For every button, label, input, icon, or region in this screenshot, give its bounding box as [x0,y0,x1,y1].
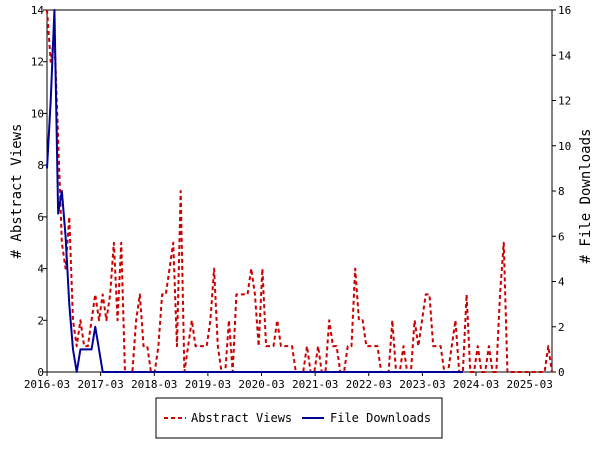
right-y-tick-label: 6 [558,230,565,243]
x-tick-label: 2023-03 [399,378,445,391]
right-y-tick-label: 16 [558,4,571,17]
left-y-tick-label: 14 [31,4,45,17]
right-y-tick-label: 12 [558,95,571,108]
left-y-tick-label: 4 [37,263,44,276]
left-y-tick-label: 10 [31,107,44,120]
x-tick-label: 2019-03 [185,378,231,391]
legend-label-file-downloads: File Downloads [330,411,431,425]
right-y-tick-label: 10 [558,140,571,153]
x-tick-label: 2017-03 [77,378,123,391]
right-y-axis: 0 2 4 6 8 10 12 14 16 [552,4,572,379]
left-y-tick-label: 8 [37,159,44,172]
right-y-tick-label: 8 [558,185,565,198]
right-y-tick-label: 2 [558,321,565,334]
series-line-file-downloads [46,9,463,373]
legend: Abstract Views File Downloads [155,397,443,439]
left-y-tick-label: 2 [37,314,44,327]
left-y-tick-label: 0 [37,366,44,379]
left-y-axis: 0 2 4 6 8 10 12 14 [31,4,47,379]
right-y-tick-label: 0 [558,366,565,379]
x-tick-label: 2016-03 [24,378,70,391]
left-y-tick-label: 12 [31,56,44,69]
legend-label-abstract-views: Abstract Views [191,411,292,425]
x-tick-label: 2021-03 [292,378,338,391]
legend-box [155,397,443,439]
right-y-axis-title: # File Downloads [578,129,594,264]
x-tick-label: 2022-03 [346,378,392,391]
left-y-tick-label: 6 [37,211,44,224]
right-y-tick-label: 4 [558,276,565,289]
x-tick-label: 2018-03 [131,378,177,391]
right-y-tick-label: 14 [558,49,572,62]
x-tick-label: 2025-03 [506,378,552,391]
x-axis: 2016-03 2017-03 2018-03 2019-03 2020-03 2021-… [24,372,553,391]
left-y-axis-title: # Abstract Views [9,124,25,259]
series-layer [46,9,553,373]
x-tick-label: 2024-03 [453,378,499,391]
x-tick-label: 2020-03 [238,378,284,391]
